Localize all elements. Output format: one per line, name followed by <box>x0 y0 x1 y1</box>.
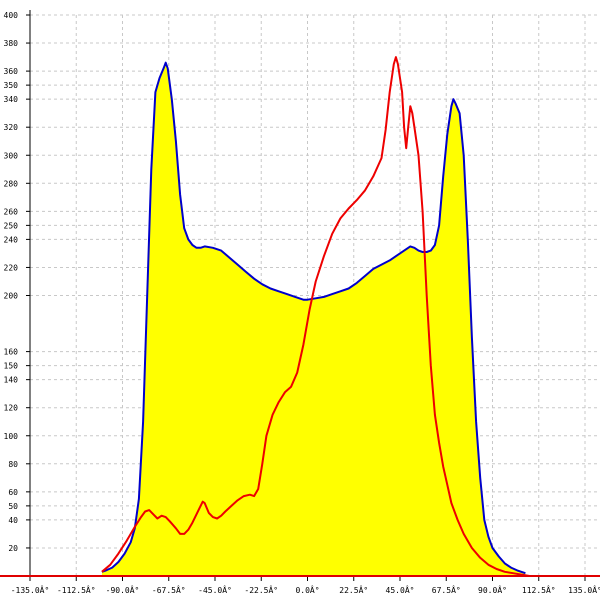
x-tick-label: -67.5Â° <box>152 584 186 595</box>
y-tick-label: 50 <box>8 502 18 511</box>
series-0-line <box>101 61 526 575</box>
x-tick-label: -90.0Â° <box>106 584 140 595</box>
y-tick-label: 380 <box>4 39 19 48</box>
x-tick-label: -135.0Â° <box>11 584 50 595</box>
y-tick-label: 100 <box>4 432 19 441</box>
y-tick-label: 360 <box>4 67 19 76</box>
y-tick-label: 200 <box>4 292 19 301</box>
y-tick-label: 160 <box>4 348 19 357</box>
y-tick-label: 20 <box>8 544 18 553</box>
y-tick-label: 250 <box>4 221 19 230</box>
x-tick-label: -112.5Â° <box>57 584 96 595</box>
x-tick-label: 135.0Â° <box>568 584 600 595</box>
series-1-line <box>101 56 530 577</box>
y-tick-label: 140 <box>4 376 19 385</box>
y-tick-label: 300 <box>4 151 19 160</box>
y-tick-label: 260 <box>4 207 19 216</box>
y-tick-label: 40 <box>8 516 18 525</box>
y-tick-label: 120 <box>4 404 19 413</box>
y-tick-label: 60 <box>8 488 18 497</box>
y-tick-label: 240 <box>4 235 19 244</box>
series-layer <box>101 56 530 577</box>
x-tick-label: 90.0Â° <box>478 584 507 595</box>
y-tick-label: 280 <box>4 179 19 188</box>
x-tick-label: 112.5Â° <box>522 584 556 595</box>
y-tick-label: 80 <box>8 460 18 469</box>
y-tick-label: 150 <box>4 362 19 371</box>
x-tick-label: -22.5Â° <box>244 584 278 595</box>
series-0-area <box>101 62 526 576</box>
x-tick-label: 0.0Â° <box>295 584 319 595</box>
x-tick-label: 45.0Â° <box>386 584 415 595</box>
axes <box>0 10 600 581</box>
x-tick-label: 22.5Â° <box>339 584 368 595</box>
y-tick-label: 350 <box>4 81 19 90</box>
x-tick-label: 67.5Â° <box>432 584 461 595</box>
y-tick-label: 400 <box>4 11 19 20</box>
x-tick-label: -45.0Â° <box>198 584 232 595</box>
y-tick-label: 220 <box>4 263 19 272</box>
y-tick-label: 340 <box>4 95 19 104</box>
tick-labels: -135.0Â° -112.5Â° -90.0Â° -67.5Â° -45.0Â° -22… <box>4 11 600 595</box>
y-tick-label: 320 <box>4 123 19 132</box>
